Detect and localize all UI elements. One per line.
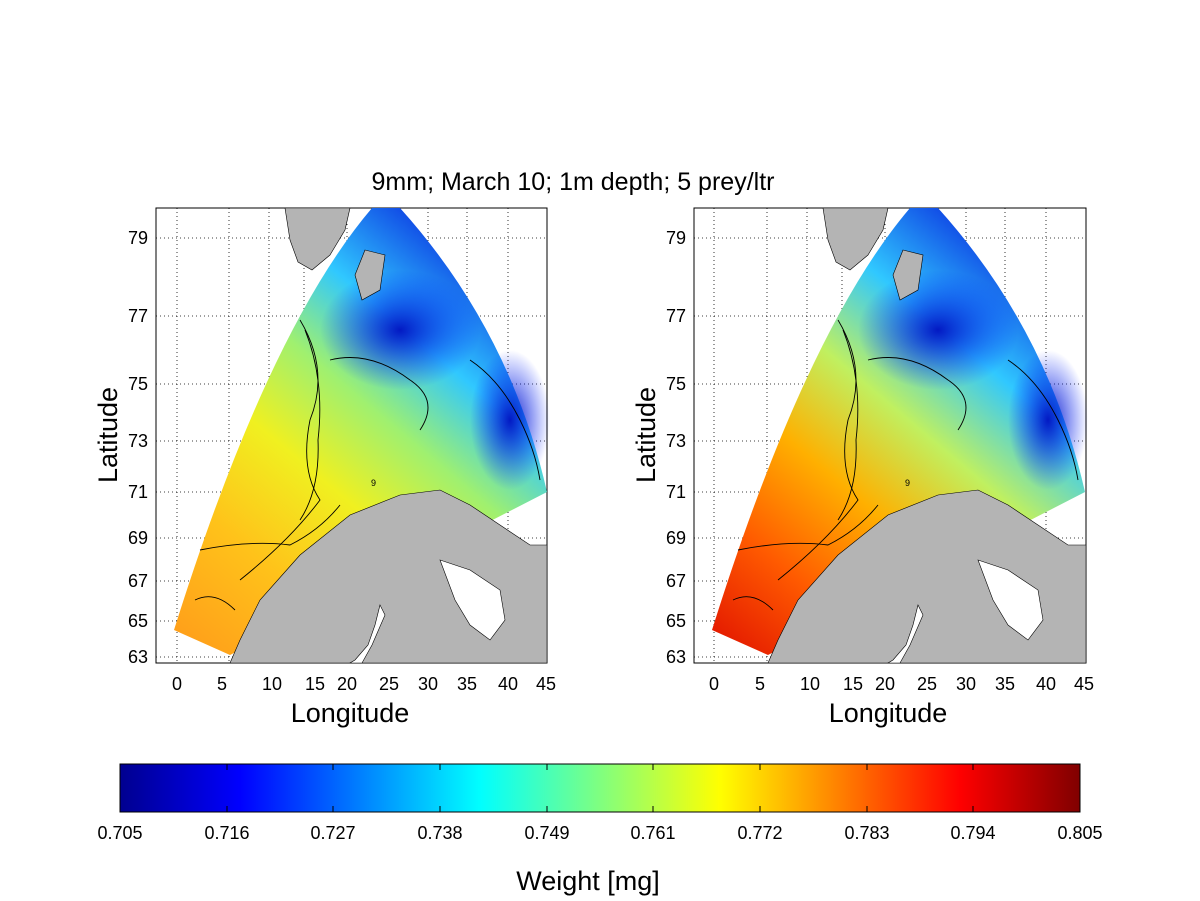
colorbar-ticks [226, 764, 974, 812]
colorbar: 0.705 0.716 0.727 0.738 0.749 0.761 0.77… [97, 763, 1103, 896]
y-tick-label: 75 [128, 374, 148, 394]
colorbar-label: Weight [mg] [516, 866, 660, 896]
x-tick-labels: 0 5 10 15 20 25 30 35 40 45 [709, 674, 1094, 694]
svalbard-east-land [354, 249, 386, 301]
x-tick-label: 45 [1074, 674, 1094, 694]
x-tick-label: 10 [262, 674, 282, 694]
x-tick-label: 25 [379, 674, 399, 694]
figure-title: 9mm; March 10; 1m depth; 5 prey/ltr [372, 168, 775, 196]
gulf-of-bothnia [348, 604, 386, 664]
y-tick-label: 75 [666, 374, 686, 394]
cold-water-patch [1008, 350, 1088, 490]
cold-water-patch [470, 350, 550, 490]
colorbar-tick-label: 0.805 [1057, 823, 1102, 843]
colorbar-tick-label: 0.749 [524, 823, 569, 843]
y-tick-label: 79 [666, 228, 686, 248]
x-tick-label: 25 [917, 674, 937, 694]
x-tick-label: 40 [498, 674, 518, 694]
cold-water-patch [858, 270, 1018, 390]
y-tick-labels: 63 65 67 69 71 73 75 77 79 [128, 228, 148, 667]
y-tick-label: 73 [128, 431, 148, 451]
x-axis-label: Longitude [291, 698, 410, 728]
y-tick-label: 77 [666, 306, 686, 326]
y-tick-label: 63 [128, 647, 148, 667]
white-sea [439, 559, 506, 641]
y-tick-label: 79 [128, 228, 148, 248]
gulf-of-bothnia [886, 604, 924, 664]
x-tick-label: 30 [956, 674, 976, 694]
y-tick-label: 73 [666, 431, 686, 451]
colorbar-tick-label: 0.772 [737, 823, 782, 843]
colorbar-tick-label: 0.761 [630, 823, 675, 843]
x-tick-label: 15 [305, 674, 325, 694]
y-tick-label: 71 [666, 482, 686, 502]
x-tick-label: 15 [843, 674, 863, 694]
colorbar-tick-label: 0.705 [97, 823, 142, 843]
contour-label: 9 [371, 478, 376, 488]
colorbar-tick-label: 0.727 [310, 823, 355, 843]
x-tick-label: 20 [337, 674, 357, 694]
x-axis-label: Longitude [829, 698, 948, 728]
colorbar-tick-label: 0.738 [417, 823, 462, 843]
y-tick-label: 67 [128, 571, 148, 591]
y-tick-label: 67 [666, 571, 686, 591]
y-tick-label: 65 [128, 611, 148, 631]
x-tick-labels: 0 5 10 15 20 25 30 35 40 45 [172, 674, 556, 694]
y-axis-label: Latitude [93, 387, 123, 483]
x-tick-label: 5 [217, 674, 227, 694]
colorbar-gradient [119, 763, 1081, 813]
x-tick-label: 0 [709, 674, 719, 694]
y-tick-labels: 63 65 67 69 71 73 75 77 79 [666, 228, 686, 667]
x-tick-label: 0 [172, 674, 182, 694]
y-tick-label: 69 [666, 528, 686, 548]
colorbar-tick-label: 0.716 [204, 823, 249, 843]
white-sea [977, 559, 1044, 641]
cold-water-patch [320, 270, 480, 390]
bathymetry-contours [732, 319, 1079, 611]
map-panel-left: 9 0 5 10 15 20 25 30 35 40 45 63 65 67 6… [93, 207, 556, 728]
y-tick-label: 77 [128, 306, 148, 326]
map-panel-right: 9 0 5 10 15 20 25 30 35 40 45 63 65 67 6… [631, 207, 1094, 728]
y-tick-label: 65 [666, 611, 686, 631]
y-tick-label: 63 [666, 647, 686, 667]
y-tick-label: 69 [128, 528, 148, 548]
x-tick-label: 10 [800, 674, 820, 694]
x-tick-label: 5 [755, 674, 765, 694]
x-tick-label: 35 [995, 674, 1015, 694]
x-tick-label: 45 [536, 674, 556, 694]
x-tick-label: 20 [875, 674, 895, 694]
x-tick-label: 30 [418, 674, 438, 694]
x-tick-label: 40 [1036, 674, 1056, 694]
y-axis-label: Latitude [631, 387, 661, 483]
y-tick-label: 71 [128, 482, 148, 502]
bathymetry-contours [194, 319, 541, 611]
colorbar-tick-label: 0.794 [950, 823, 995, 843]
colorbar-tick-labels: 0.705 0.716 0.727 0.738 0.749 0.761 0.77… [97, 823, 1102, 843]
x-tick-label: 35 [457, 674, 477, 694]
svalbard-east-land [892, 249, 924, 301]
colorbar-tick-label: 0.783 [844, 823, 889, 843]
svalbard-land [822, 207, 889, 271]
svalbard-land [284, 207, 351, 271]
contour-label: 9 [905, 478, 910, 488]
